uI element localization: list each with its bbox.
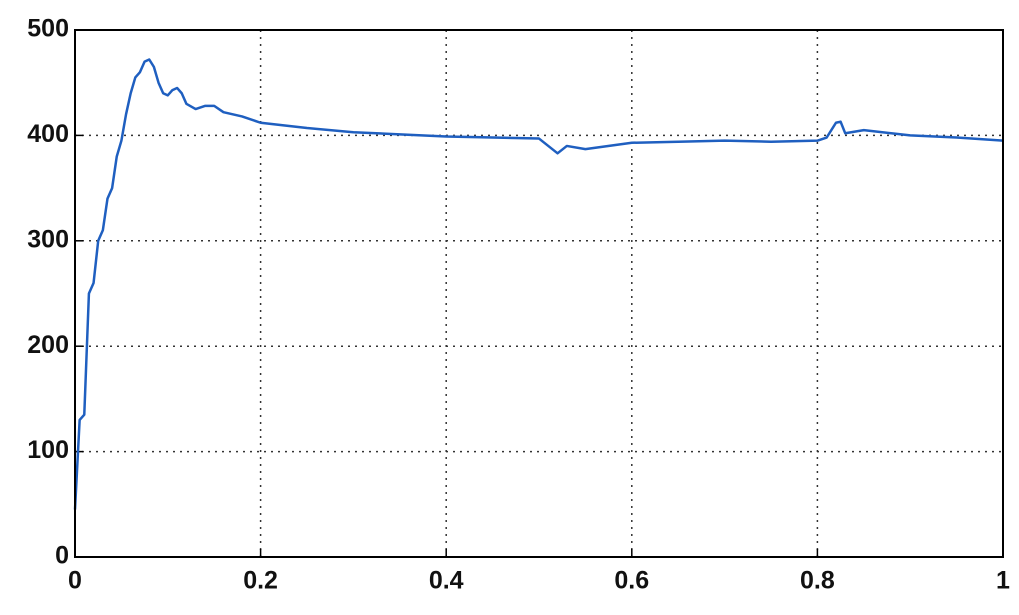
x-tick-label: 0.4 (429, 567, 464, 595)
y-tick-label: 200 (27, 331, 69, 359)
y-tick-label: 100 (27, 436, 69, 464)
y-tick-label: 0 (55, 542, 69, 570)
y-tick-label: 500 (27, 15, 69, 43)
y-tick-label: 300 (27, 225, 69, 253)
x-tick-label: 0 (68, 567, 82, 595)
chart: 0 100 200 300 400 500 0 0.2 0.4 0.6 0.8 1 (0, 0, 1019, 615)
plot-area (75, 30, 1003, 557)
x-tick-label: 0.2 (243, 567, 278, 595)
x-tick-label: 0.8 (800, 567, 835, 595)
x-tick-label: 1 (996, 567, 1010, 595)
x-tick-label: 0.6 (614, 567, 649, 595)
y-tick-label: 400 (27, 120, 69, 148)
